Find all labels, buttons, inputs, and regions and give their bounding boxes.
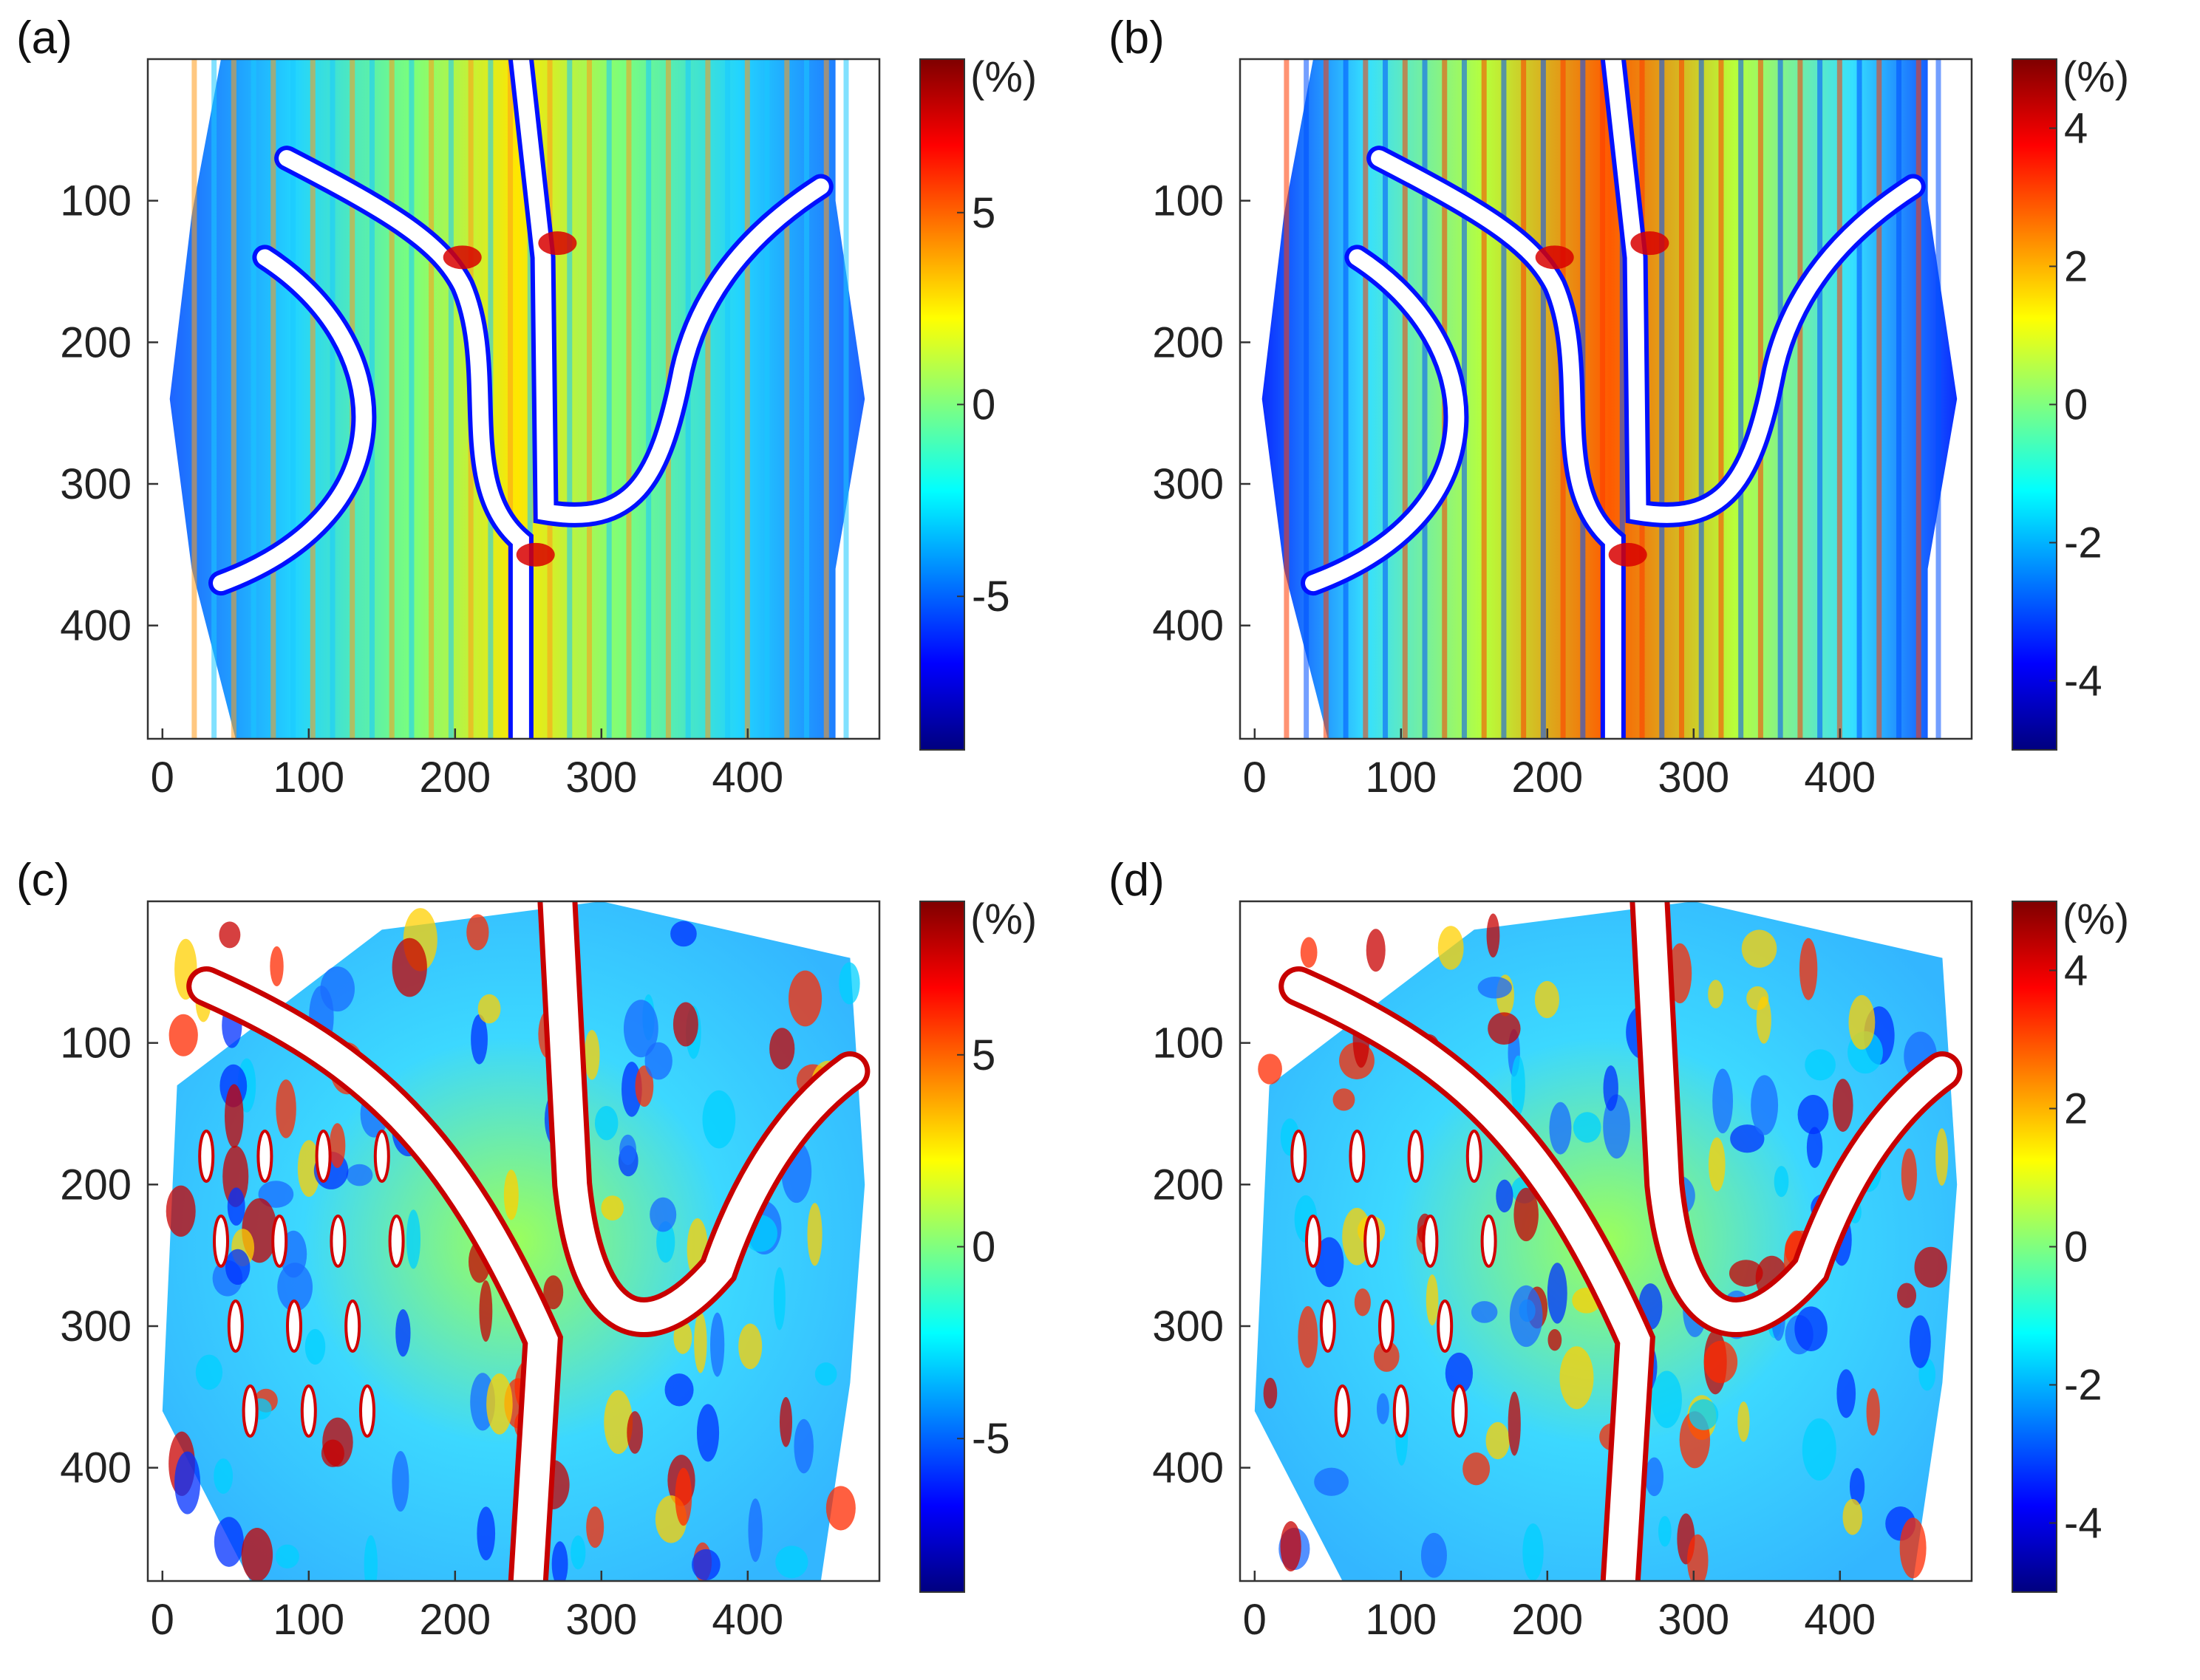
- panel-label: (d): [1108, 855, 1165, 906]
- panel-label: (b): [1108, 13, 1165, 64]
- colorbar-tick-label: -5: [972, 573, 1010, 621]
- colorbar-tick-label: 0: [2064, 381, 2088, 429]
- x-tick-label: 100: [1365, 754, 1437, 802]
- masked-boundary: [1278, 901, 1963, 1581]
- colorbar-tick-label: 0: [972, 1223, 995, 1271]
- colorbar-tick-label: -4: [2064, 658, 2102, 706]
- field-image: [1240, 901, 1972, 1581]
- axes-frame: [146, 58, 881, 740]
- colorbar-tick-label: 0: [2064, 1223, 2088, 1271]
- x-tick-label: 0: [1243, 1596, 1267, 1644]
- y-tick-label: 300: [1152, 1302, 1224, 1351]
- axes-frame: [1239, 900, 1973, 1582]
- field-region: [1261, 59, 1958, 739]
- colorbar-tick-label: -5: [972, 1415, 1010, 1463]
- y-tick-label: 300: [60, 460, 132, 508]
- panel-label: (c): [16, 855, 69, 906]
- x-tick-label: 400: [1804, 1596, 1876, 1644]
- y-tick-label: 400: [60, 1444, 132, 1492]
- y-tick-label: 200: [60, 1161, 132, 1209]
- colorbar-unit: (%): [970, 895, 1037, 943]
- x-tick-label: 400: [1804, 754, 1876, 802]
- axes-frame: [146, 900, 881, 1582]
- colorbar-tick-label: -4: [2064, 1500, 2102, 1548]
- masked-boundary: [186, 901, 871, 1581]
- colorbar-tick-label: 2: [2064, 243, 2088, 291]
- x-tick-label: 100: [1365, 1596, 1437, 1644]
- colorbar-tick-label: -2: [2064, 519, 2102, 567]
- axes-frame: [1239, 58, 1973, 740]
- y-tick-label: 300: [60, 1302, 132, 1351]
- y-tick-label: 200: [1152, 318, 1224, 366]
- field-image: [1240, 59, 1972, 739]
- x-tick-label: 200: [419, 754, 491, 802]
- x-tick-label: 300: [565, 1596, 637, 1644]
- x-tick-label: 400: [712, 1596, 783, 1644]
- x-tick-label: 0: [151, 754, 174, 802]
- panel-1: 0 100 200 300 400 100 200 300 400 (b) 4 2 0 -2 -4 (%): [1108, 13, 2129, 802]
- y-tick-label: 100: [60, 177, 132, 225]
- y-tick-label: 200: [1152, 1161, 1224, 1209]
- colorbar-unit: (%): [970, 53, 1037, 101]
- y-tick-label: 100: [1152, 1020, 1224, 1068]
- x-tick-label: 100: [273, 1596, 344, 1644]
- colorbar-tick-label: 4: [2064, 947, 2088, 995]
- y-tick-label: 100: [60, 1020, 132, 1068]
- colorbar-tick-label: 2: [2064, 1085, 2088, 1133]
- y-tick-label: 400: [60, 602, 132, 650]
- field-region: [169, 59, 865, 739]
- colorbar-tick-label: -2: [2064, 1362, 2102, 1410]
- colorbar-unit: (%): [2063, 895, 2129, 943]
- x-tick-label: 200: [1511, 1596, 1583, 1644]
- x-tick-label: 100: [273, 754, 344, 802]
- colorbar-tick-label: 5: [972, 1031, 995, 1079]
- y-tick-label: 300: [1152, 460, 1224, 508]
- colorbar-tick-label: 4: [2064, 105, 2088, 153]
- x-tick-label: 0: [151, 1596, 174, 1644]
- colorbar-unit: (%): [2063, 53, 2129, 101]
- x-tick-label: 200: [1511, 754, 1583, 802]
- masked-boundary: [1301, 59, 1926, 739]
- masked-boundary: [208, 59, 834, 739]
- y-tick-label: 400: [1152, 1444, 1224, 1492]
- field-image: [148, 901, 879, 1581]
- panel-label: (a): [16, 13, 72, 64]
- field-image: [148, 59, 879, 739]
- x-tick-label: 300: [1658, 1596, 1729, 1644]
- x-tick-label: 300: [565, 754, 637, 802]
- x-tick-label: 400: [712, 754, 783, 802]
- x-tick-label: 0: [1243, 754, 1267, 802]
- colorbar-tick-label: 0: [972, 381, 995, 429]
- y-tick-label: 100: [1152, 177, 1224, 225]
- y-tick-label: 400: [1152, 602, 1224, 650]
- y-tick-label: 200: [60, 318, 132, 366]
- x-tick-label: 200: [419, 1596, 491, 1644]
- panel-2: 0 100 200 300 400 100 200 300 400 (c) 5 0 -5 (%): [16, 855, 1037, 1644]
- colorbar-tick-label: 5: [972, 189, 995, 237]
- x-tick-label: 300: [1658, 754, 1729, 802]
- panel-3: 0 100 200 300 400 100 200 300 400 (d) 4 2 0 -2 -4 (%): [1108, 855, 2129, 1644]
- panel-0: 0 100 200 300 400 100 200 300 400 (a) 5 0 -5 (%): [16, 13, 1037, 802]
